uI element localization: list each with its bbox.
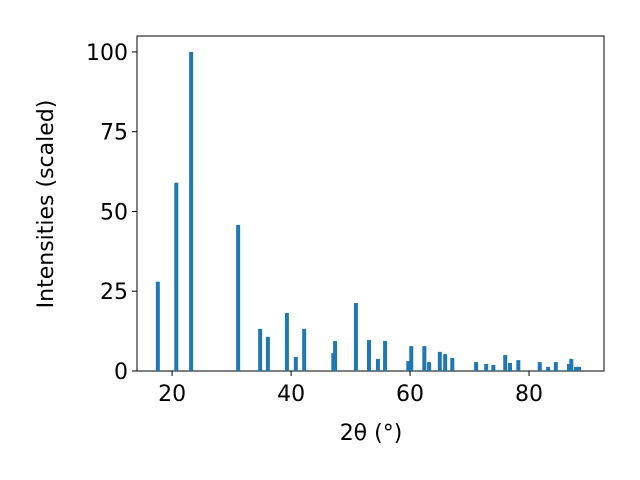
bar — [569, 358, 574, 371]
bar — [236, 224, 241, 371]
bar — [293, 356, 298, 371]
y-axis-label: Intensities (scaled) — [34, 100, 59, 309]
bar — [474, 362, 479, 371]
x-tick-label: 40 — [277, 382, 305, 407]
bar — [409, 346, 414, 371]
plot-frame — [136, 35, 605, 372]
bar — [353, 303, 358, 371]
x-tick-label: 60 — [396, 382, 424, 407]
x-tick-label: 80 — [515, 382, 543, 407]
bar — [516, 360, 521, 371]
bar — [265, 336, 270, 371]
x-tick-label: 20 — [158, 382, 186, 407]
bar — [383, 341, 388, 371]
bar — [546, 366, 551, 371]
bar — [574, 366, 579, 371]
bar — [189, 51, 194, 371]
bar — [302, 328, 307, 371]
bar — [333, 341, 338, 371]
y-tick-label: 0 — [114, 360, 128, 385]
bar — [577, 366, 582, 371]
bar — [155, 281, 160, 371]
bar — [450, 357, 455, 371]
bar — [258, 328, 263, 371]
bar — [174, 182, 179, 371]
bar — [437, 351, 442, 371]
bar — [508, 363, 513, 371]
y-tick-label: 25 — [100, 280, 128, 305]
y-tick-label: 100 — [86, 41, 128, 66]
x-axis-label: 2θ (°) — [340, 421, 403, 446]
y-tick-label: 75 — [100, 121, 128, 146]
bar — [553, 362, 558, 371]
y-tick-label: 50 — [100, 200, 128, 225]
bar — [503, 355, 508, 371]
bar — [375, 358, 380, 371]
bar — [427, 362, 432, 371]
bar — [537, 362, 542, 371]
bar — [566, 363, 571, 371]
bar — [422, 346, 427, 371]
bar — [406, 361, 411, 371]
bar — [367, 340, 372, 371]
bar — [443, 354, 448, 371]
bar — [491, 364, 496, 371]
bar — [284, 312, 289, 371]
bar — [484, 363, 489, 371]
